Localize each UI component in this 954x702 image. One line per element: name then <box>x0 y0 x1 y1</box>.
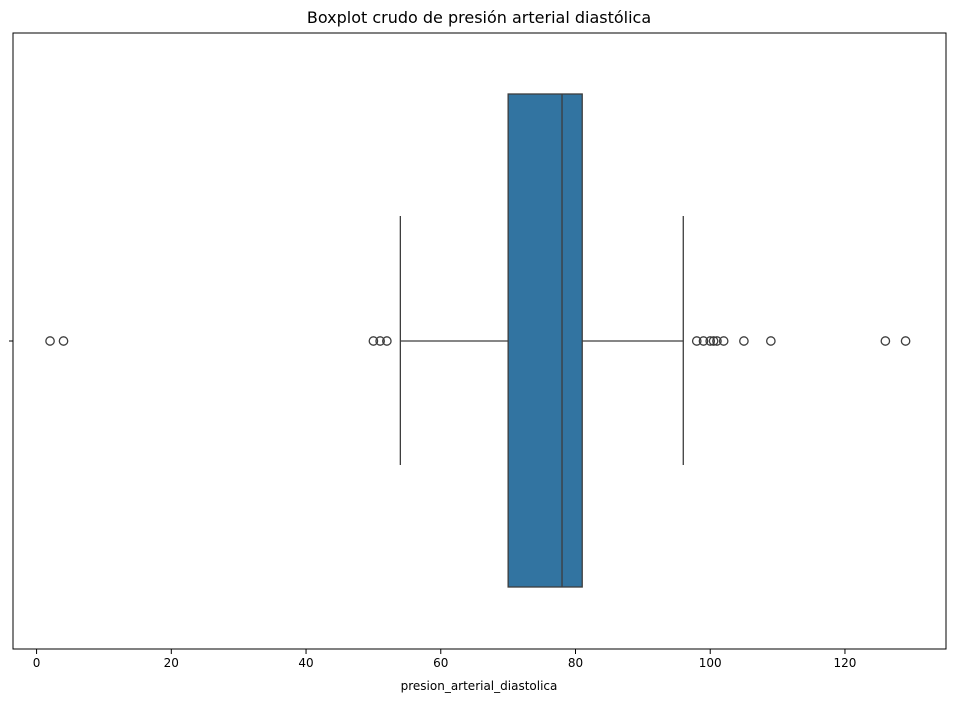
plot-layer: 0 20 40 60 80 100 120 <box>9 93 911 670</box>
outlier-point <box>739 336 749 346</box>
x-tick-label: 60 <box>433 656 448 670</box>
outlier-point <box>712 336 722 346</box>
outlier-point <box>718 336 729 346</box>
iqr-box <box>507 93 583 588</box>
outlier-point <box>45 336 55 346</box>
x-tick-label: 100 <box>699 656 722 670</box>
outlier-point <box>880 336 891 346</box>
x-tick-label: 120 <box>833 656 856 670</box>
outlier-point <box>368 336 379 346</box>
outlier-point <box>708 336 719 346</box>
outlier-point <box>698 336 709 346</box>
chart-title: Boxplot crudo de presión arterial diastó… <box>307 8 651 27</box>
outlier-point <box>375 336 385 346</box>
outlier-point <box>900 336 911 346</box>
outlier-point <box>766 336 776 346</box>
x-tick-label: 80 <box>568 656 583 670</box>
x-tick-label: 0 <box>33 656 41 670</box>
outlier-point <box>382 336 392 346</box>
x-tick-label: 20 <box>164 656 179 670</box>
x-tick-label: 40 <box>298 656 313 670</box>
outlier-point <box>691 336 702 346</box>
outlier-point <box>705 336 716 346</box>
x-axis-label: presion_arterial_diastolica <box>401 679 558 693</box>
outlier-point <box>58 336 69 346</box>
